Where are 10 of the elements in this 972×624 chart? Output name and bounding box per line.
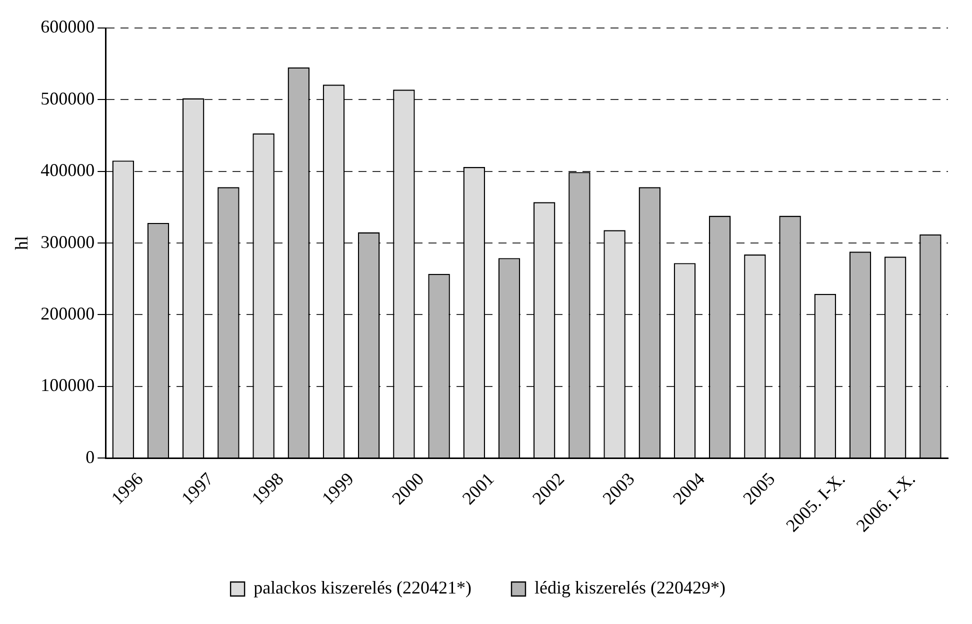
legend-label: lédig kiszerelés (220429*) bbox=[534, 578, 726, 598]
y-tick-label: 300000 bbox=[40, 232, 95, 252]
legend-label: palackos kiszerelés (220421*) bbox=[254, 578, 472, 598]
y-tick-label: 600000 bbox=[40, 16, 95, 37]
y-tick-label: 200000 bbox=[40, 303, 95, 324]
y-tick-label: 400000 bbox=[40, 160, 95, 180]
y-axis-title: hl bbox=[12, 236, 32, 250]
y-tick-label: 0 bbox=[86, 446, 95, 467]
y-tick-label: 100000 bbox=[40, 375, 95, 396]
y-tick-label: 500000 bbox=[40, 88, 95, 108]
